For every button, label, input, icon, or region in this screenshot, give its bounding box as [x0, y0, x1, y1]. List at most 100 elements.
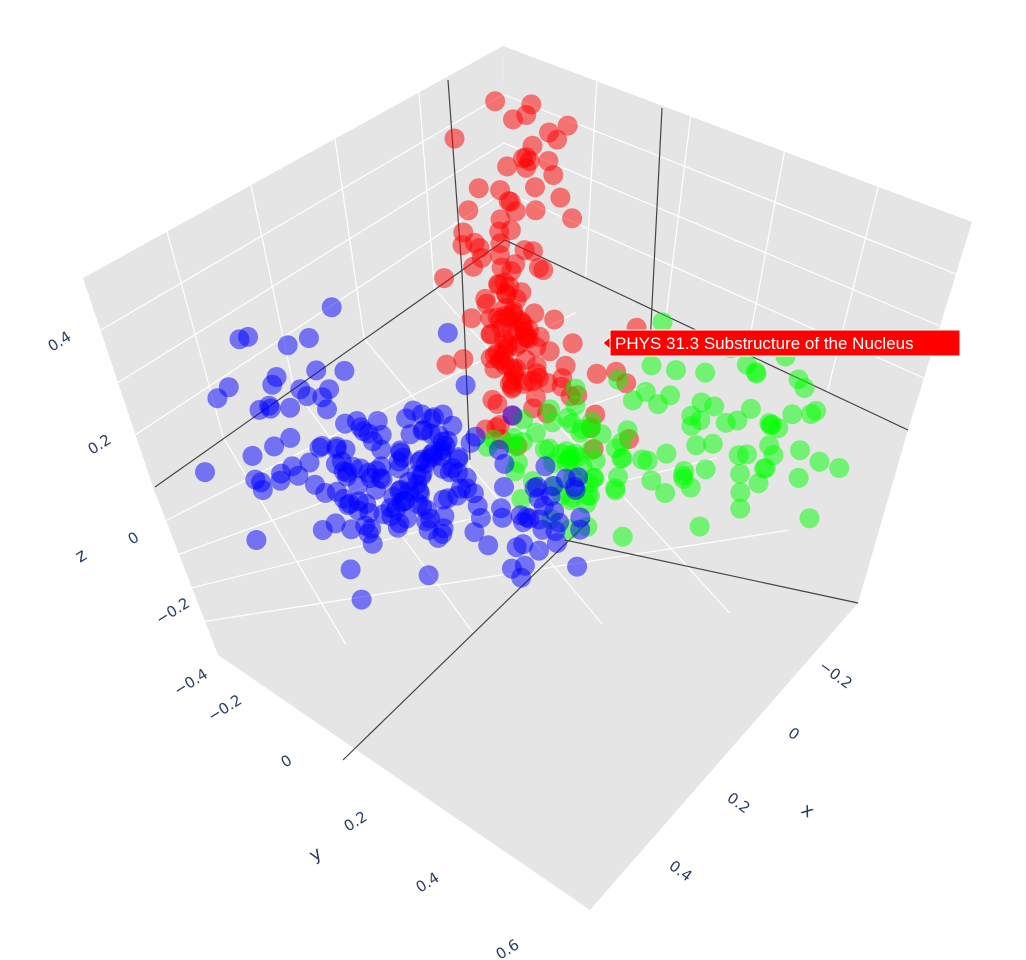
marker-series-3[interactable]: [421, 409, 441, 429]
marker-series-1[interactable]: [557, 115, 578, 136]
marker-series-3[interactable]: [390, 442, 411, 463]
marker-series-2[interactable]: [617, 420, 638, 441]
marker-series-3[interactable]: [299, 452, 320, 473]
marker-series-3[interactable]: [418, 565, 439, 586]
marker-series-2[interactable]: [730, 482, 751, 503]
marker-series-1[interactable]: [505, 201, 526, 222]
marker-series-1[interactable]: [562, 333, 583, 354]
marker-series-1[interactable]: [434, 268, 455, 289]
marker-series-1[interactable]: [503, 360, 524, 381]
marker-series-2[interactable]: [666, 360, 686, 381]
marker-series-3[interactable]: [282, 456, 303, 477]
marker-series-2[interactable]: [745, 362, 766, 382]
marker-series-3[interactable]: [326, 436, 347, 457]
marker-series-1[interactable]: [461, 308, 482, 329]
marker-series-2[interactable]: [612, 447, 633, 468]
marker-series-3[interactable]: [501, 558, 522, 579]
marker-series-2[interactable]: [806, 400, 827, 421]
marker-series-1[interactable]: [501, 378, 522, 399]
marker-series-3[interactable]: [478, 535, 499, 556]
marker-series-3[interactable]: [229, 329, 250, 350]
marker-series-2[interactable]: [829, 458, 850, 478]
marker-series-3[interactable]: [544, 501, 565, 522]
marker-series-2[interactable]: [557, 407, 578, 428]
marker-series-3[interactable]: [373, 504, 394, 525]
marker-series-2[interactable]: [605, 480, 626, 501]
marker-series-2[interactable]: [503, 427, 524, 448]
marker-series-1[interactable]: [525, 387, 546, 408]
marker-series-3[interactable]: [442, 415, 463, 436]
marker-series-3[interactable]: [337, 462, 358, 483]
marker-series-3[interactable]: [319, 379, 340, 400]
marker-series-2[interactable]: [591, 424, 612, 445]
marker-series-3[interactable]: [400, 424, 421, 445]
marker-series-2[interactable]: [763, 445, 784, 466]
marker-series-1[interactable]: [485, 91, 506, 112]
marker-series-3[interactable]: [298, 328, 319, 348]
marker-series-2[interactable]: [689, 516, 710, 537]
marker-series-3[interactable]: [270, 470, 291, 491]
marker-series-2[interactable]: [656, 443, 677, 464]
marker-series-3[interactable]: [383, 486, 404, 507]
marker-series-2[interactable]: [730, 498, 751, 519]
marker-series-3[interactable]: [326, 481, 347, 502]
marker-series-3[interactable]: [460, 432, 481, 453]
marker-series-3[interactable]: [218, 377, 239, 398]
marker-series-1[interactable]: [463, 256, 484, 277]
marker-series-3[interactable]: [290, 379, 311, 400]
marker-series-3[interactable]: [306, 360, 327, 381]
marker-series-1[interactable]: [547, 129, 568, 150]
marker-series-2[interactable]: [788, 467, 809, 488]
marker-series-1[interactable]: [469, 238, 490, 258]
marker-series-1[interactable]: [523, 241, 543, 262]
marker-series-2[interactable]: [794, 378, 815, 398]
marker-series-3[interactable]: [396, 408, 417, 429]
marker-series-1[interactable]: [586, 363, 607, 384]
marker-series-3[interactable]: [371, 439, 392, 460]
marker-series-3[interactable]: [529, 540, 549, 561]
marker-series-3[interactable]: [570, 507, 591, 528]
marker-series-3[interactable]: [389, 513, 410, 534]
marker-series-2[interactable]: [660, 385, 681, 406]
marker-series-1[interactable]: [494, 338, 514, 359]
marker-series-3[interactable]: [351, 589, 372, 610]
marker-series-3[interactable]: [535, 456, 556, 477]
marker-series-1[interactable]: [499, 276, 520, 297]
marker-series-3[interactable]: [242, 445, 263, 466]
marker-series-2[interactable]: [737, 444, 757, 465]
marker-series-2[interactable]: [641, 470, 662, 491]
marker-series-3[interactable]: [502, 405, 523, 426]
marker-series-1[interactable]: [475, 288, 496, 309]
marker-series-3[interactable]: [280, 427, 301, 448]
marker-series-3[interactable]: [409, 481, 430, 502]
marker-series-2[interactable]: [702, 433, 723, 454]
marker-series-2[interactable]: [695, 459, 716, 480]
marker-series-3[interactable]: [457, 478, 478, 499]
marker-series-1[interactable]: [489, 245, 510, 265]
marker-series-2[interactable]: [686, 435, 707, 456]
marker-series-2[interactable]: [790, 440, 810, 461]
marker-series-3[interactable]: [447, 462, 468, 483]
marker-series-1[interactable]: [484, 358, 505, 379]
marker-series-1[interactable]: [490, 180, 511, 201]
marker-series-1[interactable]: [525, 177, 545, 198]
marker-series-3[interactable]: [334, 360, 355, 381]
marker-series-2[interactable]: [525, 422, 546, 443]
marker-series-3[interactable]: [437, 322, 458, 343]
marker-series-2[interactable]: [539, 438, 559, 459]
marker-series-2[interactable]: [655, 483, 676, 503]
marker-series-1[interactable]: [562, 208, 583, 229]
marker-series-2[interactable]: [608, 369, 629, 390]
marker-series-2[interactable]: [748, 473, 769, 494]
marker-series-3[interactable]: [353, 421, 374, 442]
marker-series-2[interactable]: [612, 526, 633, 547]
marker-series-2[interactable]: [740, 398, 761, 419]
marker-series-3[interactable]: [264, 436, 285, 457]
marker-series-3[interactable]: [494, 477, 514, 497]
marker-series-2[interactable]: [581, 440, 602, 461]
marker-series-3[interactable]: [348, 500, 369, 521]
marker-series-2[interactable]: [799, 508, 820, 529]
marker-series-2[interactable]: [680, 477, 701, 498]
marker-series-3[interactable]: [280, 397, 301, 418]
marker-series-1[interactable]: [468, 178, 489, 199]
